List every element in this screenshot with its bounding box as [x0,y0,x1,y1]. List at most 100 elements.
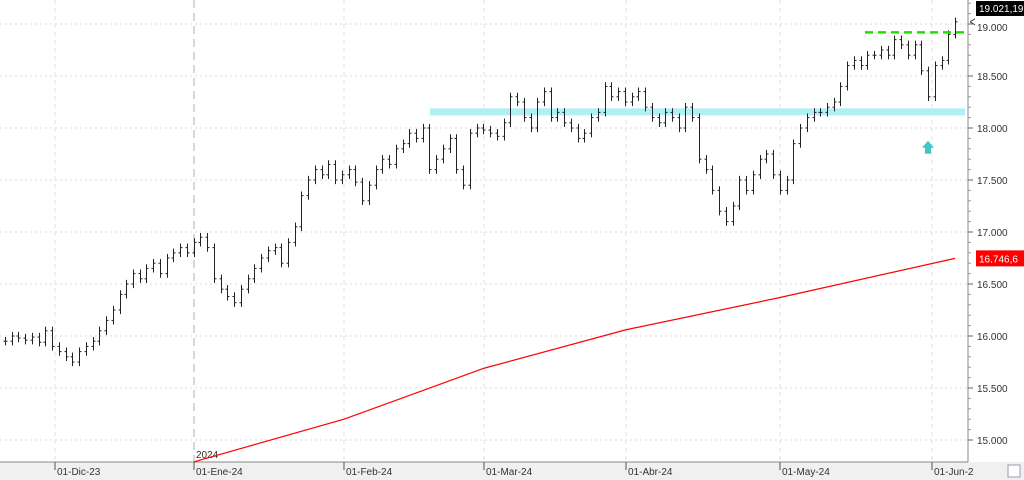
ohlc-bar [495,129,500,141]
ohlc-bar [10,331,15,346]
ohlc-bar [306,175,311,200]
year-marker-label: 2024 [196,450,219,461]
ohlc-bar [798,123,803,148]
ohlc-bar [731,201,736,226]
ohlc-bar [326,160,331,179]
ohlc-bar [724,207,729,226]
ohlc-bar [576,123,581,143]
ohlc-bar [845,61,850,91]
ohlc-bar [697,113,702,164]
ohlc-bar [360,177,365,205]
ohlc-bar [710,165,715,195]
chart-settings-button[interactable] [1007,464,1021,478]
ohlc-bar [77,347,82,367]
ohlc-bar [872,51,877,60]
ohlc-bar [852,56,857,70]
ohlc-bar [131,269,136,289]
ohlc-bar [913,40,918,60]
ohlc-bar [508,92,513,127]
ohlc-bar [165,253,170,278]
ohlc-bar [751,170,756,195]
ohlc-bar [239,285,244,307]
ohlc-bar [630,92,635,107]
ohlc-bar [205,233,210,252]
ohlc-bar [737,175,742,211]
ohlc-bar [178,243,183,257]
ohlc-bar [64,347,69,361]
ohlc-bar [865,51,870,70]
y-tick-label: 18.500 [977,72,1008,83]
ohlc-bar [37,332,42,347]
ohlc-bar [919,40,924,75]
x-tick-label: 01-May-24 [782,467,830,478]
ohlc-bar [555,108,560,122]
ohlc-bar [158,259,163,278]
y-tick-label: 17.000 [977,228,1008,239]
ohlc-bar [380,155,385,174]
ohlc-bar [481,123,486,135]
ohlc-bar [603,82,608,117]
x-tick-label: 01-Ene-24 [196,467,243,478]
ohlc-bar [299,191,304,231]
ohlc-bar [529,113,534,133]
ohlc-bar [347,165,352,179]
ohlc-bar [623,87,628,107]
ohlc-bar [542,87,547,107]
ohlc-bar [97,326,102,346]
ohlc-bar [23,333,28,345]
ohlc-bar [832,97,837,112]
moving-average-line [193,257,956,463]
ohlc-bar [785,175,790,195]
x-axis-band [0,462,1024,480]
ohlc-bar [212,243,217,283]
ohlc-bar [683,103,688,133]
ohlc-bar [569,118,574,133]
ohlc-bar [144,264,149,283]
y-tick-label: 15.500 [977,384,1008,395]
ohlc-bar [596,108,601,122]
ohlc-bar [771,149,776,179]
ohlc-bar [198,233,203,247]
ohlc-bar [650,103,655,122]
ohlc-bar [427,123,432,174]
support-band [430,108,965,116]
ohlc-bar [279,243,284,268]
last-price-badge [976,1,1024,16]
ohlc-bar [111,305,116,325]
x-tick-label: 01-Dic-23 [57,467,101,478]
ohlc-bar [636,87,641,101]
ohlc-bar [225,285,230,301]
ohlc-bar [616,87,621,101]
ohlc-bar [84,342,89,356]
ohlc-bar [704,155,709,174]
ohlc-bar [791,139,796,185]
x-tick-label: 01-Jun-2 [934,467,974,478]
ohlc-bar [138,269,143,283]
ohlc-bar [879,45,884,60]
ohlc-bar [953,17,958,39]
ohlc-bar [825,103,830,117]
ohlc-bar [414,129,419,143]
ohlc-bar [124,279,129,299]
ohlc-bar [259,253,264,273]
y-tick-label: 18.000 [977,124,1008,135]
ohlc-bar [353,165,358,187]
y-tick-label: 15.000 [977,436,1008,447]
y-tick-label: 19.000 [977,23,1008,34]
ohlc-bar [252,264,257,283]
ohlc-bar [818,108,823,117]
ohlc-bar [899,35,904,49]
ohlc-bar [3,337,8,346]
x-tick-label: 01-Feb-24 [346,467,393,478]
ohlc-bar [104,316,109,335]
ohlc-bar [582,129,587,143]
ohlc-bar [30,332,35,345]
ohlc-bar [488,125,493,138]
ohlc-bar [502,118,507,141]
ohlc-bar [16,331,21,343]
ohlc-bar [246,274,251,294]
ohlc-bar [515,92,520,107]
ohlc-bar [657,113,662,127]
y-tick-label: 17.500 [977,176,1008,187]
